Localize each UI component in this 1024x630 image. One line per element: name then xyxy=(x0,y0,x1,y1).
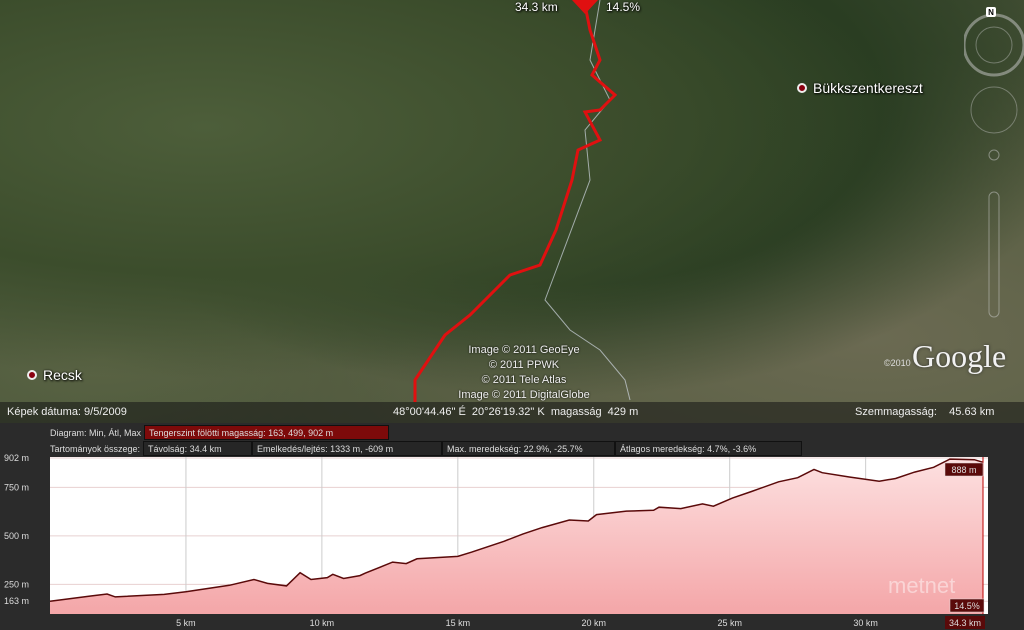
x-tick-label: 15 km xyxy=(446,618,471,628)
diagram-label: Diagram: Min, Átl, Max xyxy=(50,427,142,438)
max-slope-stat: Max. meredekség: 22.9%, -25.7% xyxy=(442,441,616,456)
summary-label: Tartományok összege: xyxy=(50,443,141,454)
watermark: metnet xyxy=(888,573,955,598)
zoom-slider xyxy=(988,191,1000,318)
x-tick-label: 5 km xyxy=(176,618,196,628)
imagery-copyright: Image © 2011 GeoEye © 2011 PPWK © 2011 T… xyxy=(444,343,604,403)
status-bar: Képek dátuma: 9/5/2009 48°00'44.46" É 20… xyxy=(0,402,1024,423)
north-button[interactable] xyxy=(986,7,996,17)
cursor-coordinates: 48°00'44.46" É 20°26'19.32" K magasság 4… xyxy=(393,406,639,418)
elevation-line xyxy=(49,458,983,602)
cursor-elevation-badge xyxy=(944,462,984,477)
copyright-line: Image © 2011 GeoEye xyxy=(468,344,580,356)
y-tick-label: 902 m xyxy=(4,453,29,463)
x-tick-label: 10 km xyxy=(310,618,335,628)
copyright-line: Image © 2011 DigitalGlobe xyxy=(458,389,590,401)
place-bukkszentkereszt[interactable]: Bükkszentkereszt xyxy=(797,80,923,96)
place-marker-icon xyxy=(797,83,807,93)
x-tick-label: 30 km xyxy=(853,618,878,628)
y-tick-label: 163 m xyxy=(4,596,29,606)
cursor-elevation: 888 m xyxy=(951,465,976,475)
elevation-chart[interactable]: 902 m 750 m 500 m 250 m 163 m 5 km 10 km 15 km 2… xyxy=(0,423,1024,630)
cursor-marker-icon xyxy=(572,0,598,14)
compass-ring xyxy=(964,13,1024,77)
elevation-stats-dropdown[interactable]: Tengerszint fölötti magasság: 163, 499, … xyxy=(144,425,390,440)
avg-slope-stat: Átlagos meredekség: 4.7%, -3.6% xyxy=(615,441,803,456)
y-tick-label: 750 m xyxy=(4,482,29,492)
x-tick-label: 25 km xyxy=(717,618,742,628)
copyright-line: © 2011 PPWK xyxy=(488,359,560,371)
compass-north-label: N xyxy=(988,8,994,17)
x-tick-label: 20 km xyxy=(582,618,607,628)
cursor-grade: 14.5% xyxy=(954,601,980,611)
copyright-line: © 2011 Tele Atlas xyxy=(481,374,567,386)
top-cursor-distance: 34.3 km xyxy=(515,0,558,14)
google-logo: Google xyxy=(912,338,1007,374)
y-tick-label: 250 m xyxy=(4,579,29,589)
route-line xyxy=(413,4,618,402)
place-label: Bükkszentkereszt xyxy=(813,80,923,96)
street-view-pegman-icon xyxy=(988,149,1000,161)
border-line xyxy=(544,0,631,401)
top-cursor-grade: 14.5% xyxy=(606,0,641,14)
place-label: Recsk xyxy=(43,367,82,383)
image-date: Képek dátuma: 9/5/2009 xyxy=(7,406,127,418)
distance-stat: Távolság: 34.4 km xyxy=(143,441,253,456)
eye-altitude: Szemmagasság: 45.63 km xyxy=(855,406,995,418)
navigation-controls[interactable]: N xyxy=(964,0,1024,340)
map-overlay xyxy=(413,0,631,402)
satellite-map[interactable]: 34.3 km 14.5% Bükkszentkereszt Recsk Ima… xyxy=(0,0,1024,423)
elevation-profile-panel: Diagram: Min, Átl, Max Tengerszint fölöt… xyxy=(0,423,1024,630)
cursor-distance-badge xyxy=(945,616,985,629)
move-joystick xyxy=(970,86,1018,134)
look-joystick xyxy=(975,26,1013,64)
cursor-distance: 34.3 km xyxy=(949,618,981,628)
place-recsk[interactable]: Recsk xyxy=(27,367,82,383)
cursor-grade-badge xyxy=(949,598,985,613)
gain-loss-stat: Emelkedés/lejtés: 1333 m, -609 m xyxy=(252,441,443,456)
y-tick-label: 500 m xyxy=(4,531,29,541)
logo-year: ©2010 xyxy=(884,358,911,368)
place-marker-icon xyxy=(27,370,37,380)
